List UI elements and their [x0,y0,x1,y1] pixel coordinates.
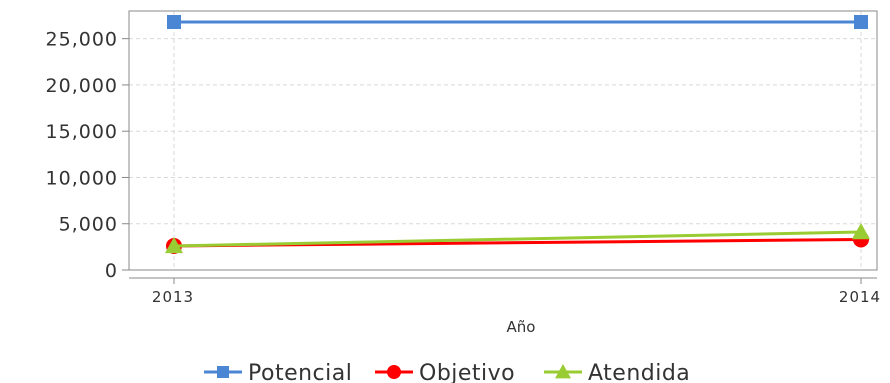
legend-marker [217,366,229,378]
y-tick-label: 20,000 [46,75,118,97]
legend-label: Objetivo [419,361,515,383]
legend-item-objetivo: Objetivo [375,361,515,383]
legend-item-atendida: Atendida [544,361,690,383]
y-tick-label: 10,000 [46,167,118,189]
data-point-marker [852,223,870,240]
y-tick-label: 0 [105,260,118,282]
series-line [173,230,862,248]
plot-area [128,10,878,271]
y-tick-label: 25,000 [46,29,118,51]
grid-lines [129,11,877,270]
axes: 0 5,000 10,000 15,000 20,000 25,000 2013 2014 [46,29,881,306]
data-point-marker [165,236,183,254]
legend-marker [387,365,401,379]
legend-item-potencial: Potencial [204,361,352,383]
data-point-marker [854,15,868,29]
legend-label: Potencial [248,361,352,383]
legend-label: Atendida [588,361,690,383]
legend-marker [555,364,571,379]
x-tick-label: 2013 [152,288,194,306]
x-axis-title: Año [507,318,536,336]
series-potencial [167,15,868,29]
series-layer [165,15,870,254]
x-tick-label: 2014 [839,288,881,306]
legend: Potencial Objetivo Atendida [204,361,690,383]
y-tick-label: 15,000 [46,121,118,143]
series-atendida [165,223,870,254]
data-point-marker [167,15,181,29]
y-tick-label: 5,000 [59,214,118,236]
